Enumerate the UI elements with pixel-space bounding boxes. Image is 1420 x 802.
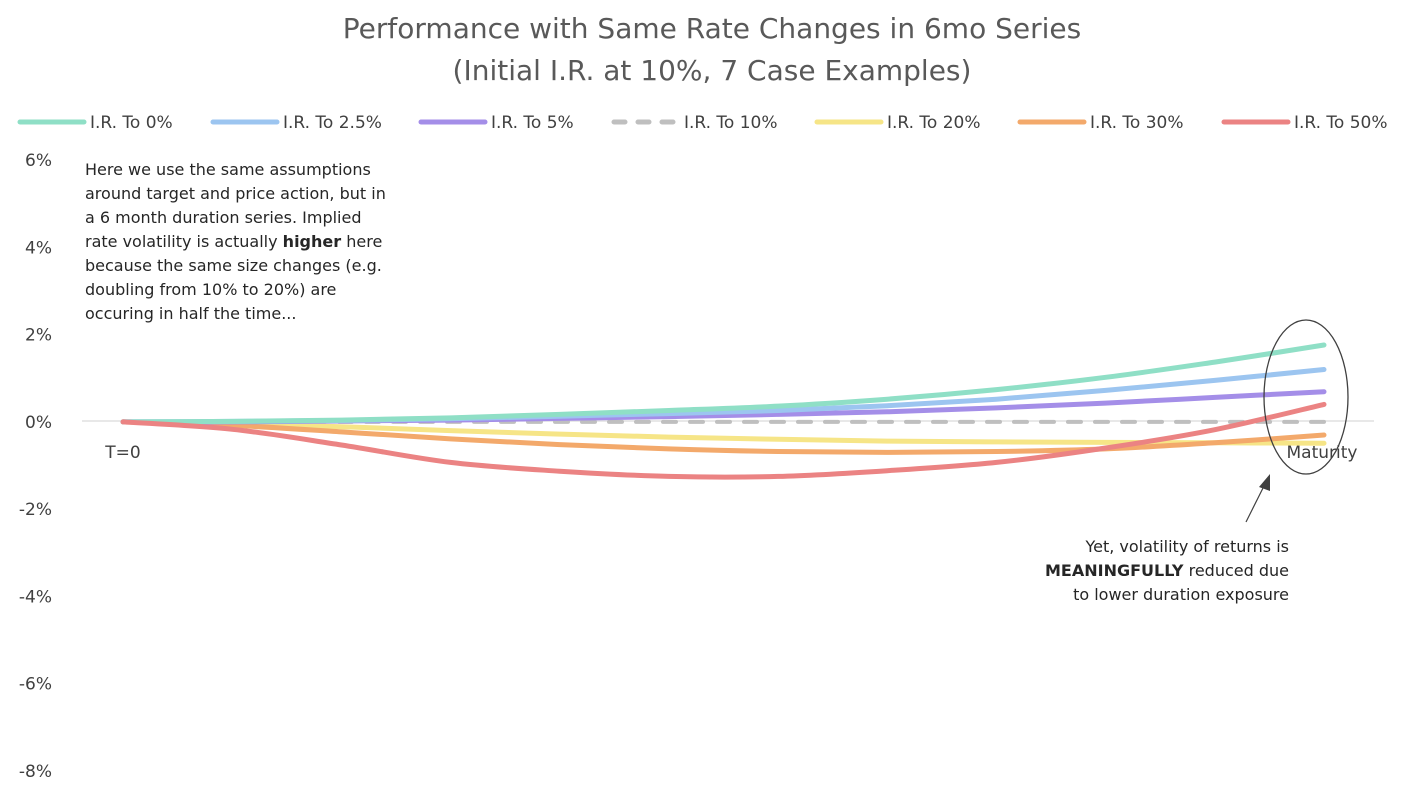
legend-label: I.R. To 30% [1090,113,1184,133]
legend-item: I.R. To 50% [1221,113,1388,133]
chart-title: Performance with Same Rate Changes in 6m… [343,12,1081,45]
y-tick-label: 2% [25,326,52,346]
legend-label: I.R. To 20% [887,113,981,133]
annotation-line: doubling from 10% to 20%) are [85,280,336,299]
annotation-run: Here we use the same assumptions [85,160,371,179]
annotation-run: a 6 month duration series. Implied [85,208,362,227]
legend-item: I.R. To 5% [418,113,574,133]
annotation-run: MEANINGFULLY [1045,561,1184,580]
annotation-note-right: Yet, volatility of returns is MEANINGFULL… [1045,537,1289,604]
annotation-run: Yet, volatility of returns is [1084,537,1289,556]
annotation-run: higher [283,232,342,251]
legend-item: I.R. To 30% [1017,113,1184,133]
annotation-run: occuring in half the time... [85,304,296,323]
legend-item: I.R. To 20% [814,113,981,133]
annotation-line: Yet, volatility of returns is [1084,537,1289,556]
legend-label: I.R. To 0% [90,113,173,133]
annotation-run: around target and price action, but in [85,184,386,203]
annotation-note-left: Here we use the same assumptions around t… [85,160,386,323]
chart-subtitle: (Initial I.R. at 10%, 7 Case Examples) [453,54,972,87]
y-tick-label: 6% [25,151,52,171]
annotation-arrow [1245,474,1270,523]
legend-label: I.R. To 50% [1294,113,1388,133]
y-tick-label: -4% [19,587,52,607]
annotation-line: rate volatility is actually higher here [85,232,382,251]
annotation-line: MEANINGFULLY reduced due [1045,561,1289,580]
y-tick-label: -6% [19,675,52,695]
series-layer [120,342,1327,480]
legend-item: I.R. To 2.5% [210,113,382,133]
highlight-ellipse [1263,319,1349,475]
series-line [120,419,1327,446]
series-line [120,401,1327,480]
annotation-run: doubling from 10% to 20%) are [85,280,336,299]
annotation-run: rate volatility is actually [85,232,283,251]
series-line [120,367,1327,425]
legend-label: I.R. To 10% [684,113,778,133]
annotations: Here we use the same assumptions around t… [85,160,1289,604]
x-start-label: T=0 [104,443,140,463]
legend: I.R. To 0% I.R. To 2.5% I.R. To 5% I.R. To … [17,113,1388,133]
y-tick-label: -8% [19,762,52,782]
annotation-line: to lower duration exposure [1073,585,1289,604]
legend-item: I.R. To 10% [611,113,778,133]
x-end-label: Maturity [1287,443,1358,463]
legend-item: I.R. To 0% [17,113,173,133]
annotation-line: Here we use the same assumptions [85,160,371,179]
y-axis: -8% -6% -4% -2% 0% 2% 4% 6% [19,151,52,782]
annotation-run: because the same size changes (e.g. [85,256,382,275]
y-tick-label: 0% [25,413,52,433]
annotation-line: because the same size changes (e.g. [85,256,382,275]
annotation-run: reduced due [1184,561,1289,580]
annotation-run: here [341,232,382,251]
annotation-line: a 6 month duration series. Implied [85,208,362,227]
legend-label: I.R. To 2.5% [283,113,382,133]
y-tick-label: 4% [25,238,52,258]
annotation-run: to lower duration exposure [1073,585,1289,604]
annotation-line: occuring in half the time... [85,304,296,323]
y-tick-label: -2% [19,500,52,520]
series-line [120,342,1327,425]
legend-label: I.R. To 5% [491,113,574,133]
annotation-line: around target and price action, but in [85,184,386,203]
